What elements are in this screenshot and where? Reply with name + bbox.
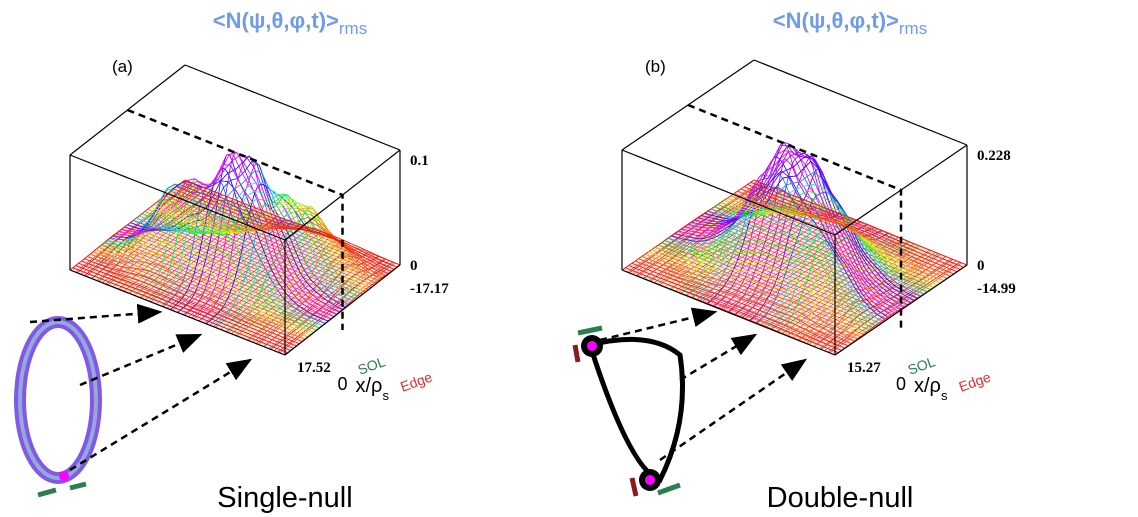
axis-label-sub: s (941, 388, 948, 403)
z-tick-label: 0 (977, 258, 985, 274)
panel: <N(ψ,θ,φ,t)>rms (a) 0.1 0 -17.17 17.52 0 x/ρs Ed… (70, 8, 449, 514)
title-main: <N(ψ,θ,φ,t)> (213, 8, 339, 33)
panel-label: (b) (645, 57, 666, 76)
title-sub: rms (899, 19, 927, 38)
x-tick-label: 0 (896, 374, 906, 394)
caption: Single-null (217, 482, 352, 514)
arrows (30, 312, 805, 470)
title-sub: rms (339, 19, 367, 38)
panel: <N(ψ,θ,φ,t)>rms (b) 0.228 0 -14.99 15.27 0 x/ρs… (622, 8, 1016, 514)
panel-title: <N(ψ,θ,φ,t)>rms (773, 8, 927, 38)
axis-label-main: x/ρ (914, 375, 941, 397)
axis-label-sub: s (382, 388, 389, 403)
caption: Double-null (767, 482, 914, 514)
axis-label-main: x/ρ (356, 375, 383, 397)
z-tick-label: 0.1 (410, 153, 429, 169)
double-null-shape (575, 328, 683, 496)
x-tick-label: 0 (338, 374, 348, 394)
figure: <N(ψ,θ,φ,t)>rms(a)0.10-17.1717.520x/ρsEd… (0, 0, 1138, 517)
panel-title: <N(ψ,θ,φ,t)>rms (213, 8, 367, 38)
z-tick-label: 0.228 (977, 148, 1011, 164)
box-edge (754, 60, 967, 145)
z-tick-label: 0 (410, 258, 418, 274)
edge-label: Edge (398, 369, 434, 395)
x-tick-label: 17.52 (297, 360, 331, 376)
panel-label: (a) (112, 57, 133, 76)
edge-label: Edge (957, 369, 993, 395)
axis-label: x/ρs (914, 375, 948, 403)
x-tick-label: -17.17 (410, 281, 449, 297)
single-null-shape (20, 322, 96, 495)
x-tick-label: 15.27 (847, 360, 881, 376)
box-edge (185, 65, 400, 150)
title-main: <N(ψ,θ,φ,t)> (773, 8, 899, 33)
axis-label: x/ρs (356, 375, 390, 403)
x-tick-label: -14.99 (977, 281, 1016, 297)
